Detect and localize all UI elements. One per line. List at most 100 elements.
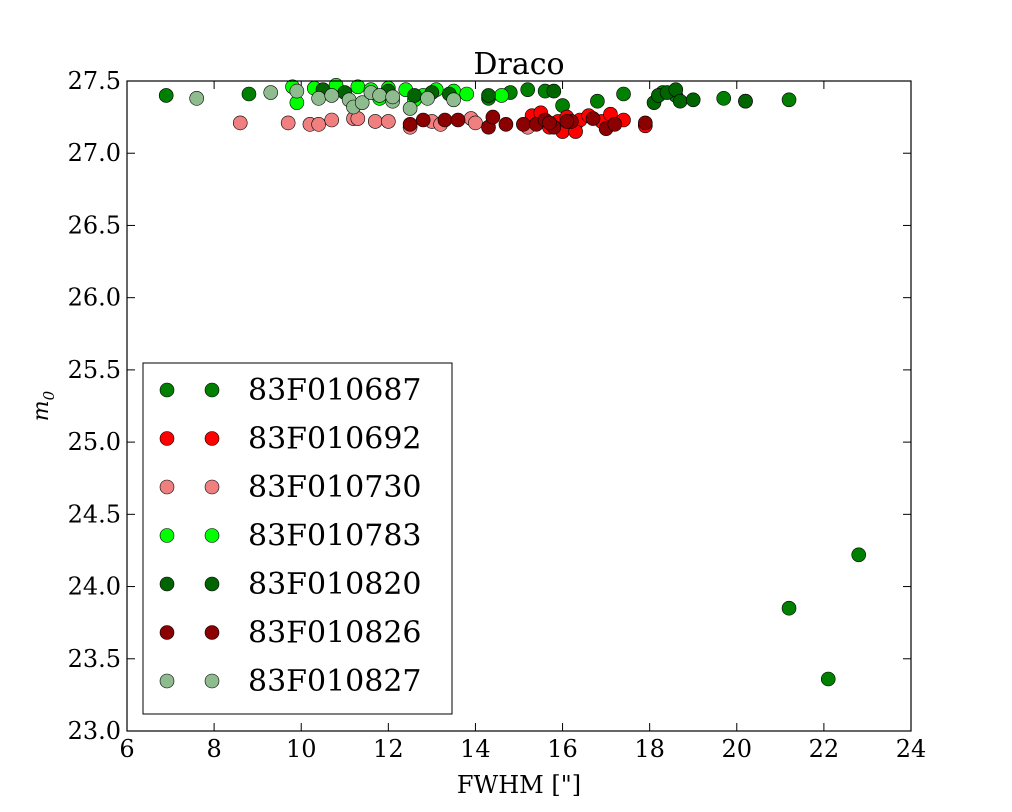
data-point-series-6 — [324, 88, 340, 103]
x-tick-label: 10 — [286, 735, 317, 763]
data-point-series-5 — [638, 115, 653, 131]
legend-label: 83F010692 — [248, 422, 422, 457]
chart-title: Draco — [473, 47, 564, 82]
x-tick-label: 16 — [547, 735, 578, 763]
x-tick-label: 12 — [373, 735, 404, 763]
y-tick-label: 27.5 — [68, 67, 121, 95]
data-point-series-0 — [241, 86, 257, 102]
legend-label: 83F010687 — [248, 373, 422, 408]
data-point-series-0 — [781, 92, 797, 108]
legend-marker — [159, 576, 175, 592]
y-tick-label: 25.0 — [68, 428, 121, 456]
legend-marker — [204, 673, 220, 689]
legend-marker — [159, 528, 175, 543]
legend-marker — [204, 625, 220, 640]
legend-marker — [204, 528, 220, 543]
x-tick-label: 8 — [206, 735, 221, 763]
axes: 6 8 10 12 14 16 18 20 22 24 23.0 23.5 24.0 24.5 25.0 25… — [68, 67, 927, 763]
x-tick-label: 6 — [119, 735, 134, 763]
y-tick-label: 24.5 — [68, 500, 121, 528]
data-point-series-6 — [402, 101, 418, 116]
legend-marker — [204, 479, 220, 495]
y-tick-label: 23.0 — [68, 717, 121, 745]
data-point-series-2 — [232, 115, 248, 131]
y-tick-label: 23.5 — [68, 645, 121, 673]
legend-marker — [204, 431, 220, 446]
legend-marker — [159, 673, 175, 689]
data-point-series-0 — [781, 600, 797, 616]
legend-marker — [159, 431, 175, 446]
y-axis-label-subscript: 0 — [40, 390, 58, 400]
legend: 83F010687 83F010692 83F010730 83F010783 83F0… — [142, 362, 453, 715]
data-point-series-0 — [716, 91, 732, 106]
legend-marker — [159, 479, 175, 495]
x-tick-label: 18 — [634, 735, 665, 763]
data-point-series-2 — [280, 115, 296, 131]
legend-marker — [159, 625, 175, 640]
y-tick-label: 27.0 — [68, 139, 121, 167]
data-point-series-5 — [485, 109, 501, 125]
data-point-series-4 — [481, 88, 496, 103]
data-point-series-6 — [354, 95, 370, 110]
legend-label: 83F010730 — [248, 470, 422, 505]
x-axis-label: FWHM ["] — [457, 771, 581, 799]
legend-marker — [204, 382, 220, 398]
data-point-series-3 — [494, 88, 509, 103]
data-point-series-2 — [367, 114, 383, 129]
data-point-series-5 — [437, 112, 453, 128]
legend-label: 83F010783 — [248, 519, 422, 554]
data-point-series-2 — [311, 117, 326, 132]
data-point-series-5 — [516, 117, 531, 132]
y-axis-label-base: m — [29, 400, 54, 421]
data-point-series-5 — [498, 117, 514, 132]
x-tick-label: 20 — [722, 735, 753, 763]
data-point-series-0 — [616, 86, 631, 102]
legend-marker — [159, 382, 175, 398]
data-point-series-6 — [385, 89, 400, 105]
data-point-series-0 — [820, 671, 836, 687]
legend-box — [142, 362, 453, 715]
legend-marker — [204, 576, 220, 592]
data-point-series-2 — [468, 115, 483, 131]
data-point-series-5 — [450, 112, 466, 128]
data-point-series-2 — [324, 112, 340, 128]
data-point-series-0 — [520, 82, 536, 97]
data-point-series-0 — [158, 88, 174, 103]
y-tick-label: 26.5 — [68, 211, 121, 239]
data-point-series-4 — [546, 83, 562, 99]
data-point-series-0 — [851, 547, 867, 563]
data-point-series-6 — [311, 91, 326, 106]
data-point-series-5 — [402, 117, 418, 132]
data-point-series-5 — [607, 117, 623, 132]
data-points — [158, 78, 867, 687]
legend-label: 83F010826 — [248, 616, 422, 651]
data-point-series-0 — [590, 93, 605, 109]
y-tick-label: 26.0 — [68, 284, 121, 312]
data-point-series-3 — [459, 86, 475, 102]
plot-frame — [126, 80, 912, 732]
y-axis-label: m0 — [29, 390, 58, 421]
x-tick-label: 14 — [460, 735, 491, 763]
data-point-series-5 — [542, 115, 557, 131]
y-tick-label: 24.0 — [68, 573, 121, 601]
x-tick-label: 24 — [896, 735, 927, 763]
data-point-series-4 — [672, 93, 688, 109]
data-point-series-3 — [350, 79, 366, 95]
y-tick-label: 25.5 — [68, 356, 121, 384]
data-point-series-6 — [263, 85, 279, 100]
data-point-series-6 — [446, 92, 461, 108]
data-point-series-2 — [381, 114, 396, 129]
data-point-series-6 — [372, 88, 387, 103]
x-tick-label: 22 — [809, 735, 840, 763]
data-point-series-5 — [559, 114, 575, 129]
legend-label: 83F010820 — [248, 567, 422, 602]
data-point-series-4 — [407, 88, 422, 103]
data-point-series-6 — [420, 91, 435, 106]
data-point-series-5 — [415, 112, 431, 128]
legend-label: 83F010827 — [248, 664, 422, 699]
data-point-series-4 — [685, 92, 701, 108]
data-point-series-5 — [585, 111, 601, 126]
data-point-series-4 — [738, 93, 753, 109]
data-point-series-6 — [189, 91, 204, 106]
